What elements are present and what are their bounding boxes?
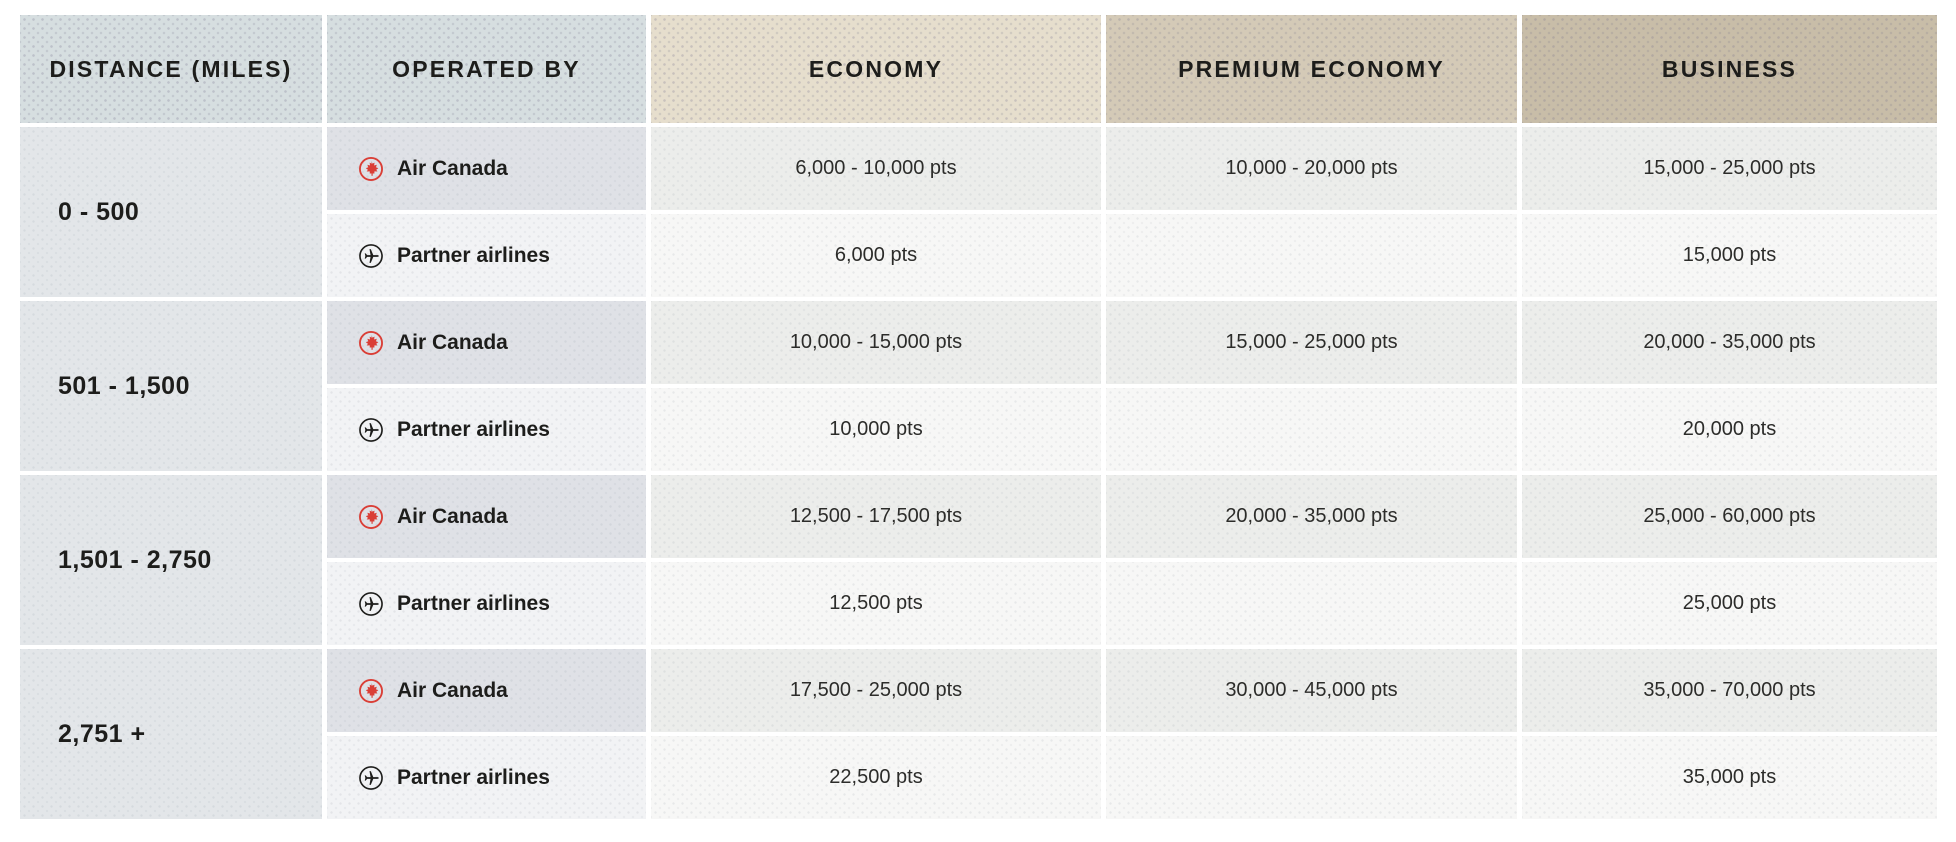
column-header-business: BUSINESS [1522,15,1937,123]
partner-plane-icon [358,243,384,269]
business-value-cell: 25,000 - 60,000 pts [1522,475,1937,558]
operator-cell-partner-airlines: Partner airlines [327,214,646,297]
economy-value-cell: 10,000 pts [651,388,1101,471]
operator-cell-partner-airlines: Partner airlines [327,562,646,645]
operator-label: Partner airlines [397,417,550,441]
column-header-operated-by: OPERATED BY [327,15,646,123]
economy-value-cell: 12,500 - 17,500 pts [651,475,1101,558]
economy-value-cell: 10,000 - 15,000 pts [651,301,1101,384]
premium-economy-value-cell: 20,000 - 35,000 pts [1106,475,1517,558]
distance-cell: 1,501 - 2,750 [20,475,322,645]
business-value-cell: 20,000 - 35,000 pts [1522,301,1937,384]
business-value-cell: 15,000 pts [1522,214,1937,297]
economy-value-cell: 6,000 pts [651,214,1101,297]
column-header-economy: ECONOMY [651,15,1101,123]
air-canada-roundel-icon [358,156,384,182]
operator-label: Partner airlines [397,765,550,789]
air-canada-roundel-icon [358,330,384,356]
partner-plane-icon [358,591,384,617]
operator-label: Air Canada [397,678,508,702]
business-value-cell: 15,000 - 25,000 pts [1522,127,1937,210]
operator-label: Partner airlines [397,243,550,267]
air-canada-roundel-icon [358,678,384,704]
award-chart-table: DISTANCE (MILES) OPERATED BY ECONOMY PRE… [20,15,1937,819]
operator-cell-air-canada: Air Canada [327,301,646,384]
business-value-cell: 20,000 pts [1522,388,1937,471]
distance-cell: 501 - 1,500 [20,301,322,471]
air-canada-roundel-icon [358,504,384,530]
business-value-cell: 35,000 pts [1522,736,1937,819]
column-header-distance: DISTANCE (MILES) [20,15,322,123]
economy-value-cell: 6,000 - 10,000 pts [651,127,1101,210]
operator-label: Air Canada [397,330,508,354]
column-header-premium-economy: PREMIUM ECONOMY [1106,15,1517,123]
partner-plane-icon [358,417,384,443]
operator-label: Air Canada [397,504,508,528]
distance-cell: 0 - 500 [20,127,322,297]
distance-cell: 2,751 + [20,649,322,819]
premium-economy-value-cell: 10,000 - 20,000 pts [1106,127,1517,210]
operator-cell-partner-airlines: Partner airlines [327,388,646,471]
premium-economy-value-cell [1106,736,1517,819]
economy-value-cell: 12,500 pts [651,562,1101,645]
operator-cell-partner-airlines: Partner airlines [327,736,646,819]
premium-economy-value-cell: 30,000 - 45,000 pts [1106,649,1517,732]
operator-label: Air Canada [397,156,508,180]
premium-economy-value-cell [1106,388,1517,471]
operator-cell-air-canada: Air Canada [327,649,646,732]
partner-plane-icon [358,765,384,791]
economy-value-cell: 22,500 pts [651,736,1101,819]
premium-economy-value-cell [1106,214,1517,297]
premium-economy-value-cell: 15,000 - 25,000 pts [1106,301,1517,384]
business-value-cell: 25,000 pts [1522,562,1937,645]
premium-economy-value-cell [1106,562,1517,645]
operator-label: Partner airlines [397,591,550,615]
operator-cell-air-canada: Air Canada [327,475,646,558]
operator-cell-air-canada: Air Canada [327,127,646,210]
business-value-cell: 35,000 - 70,000 pts [1522,649,1937,732]
economy-value-cell: 17,500 - 25,000 pts [651,649,1101,732]
